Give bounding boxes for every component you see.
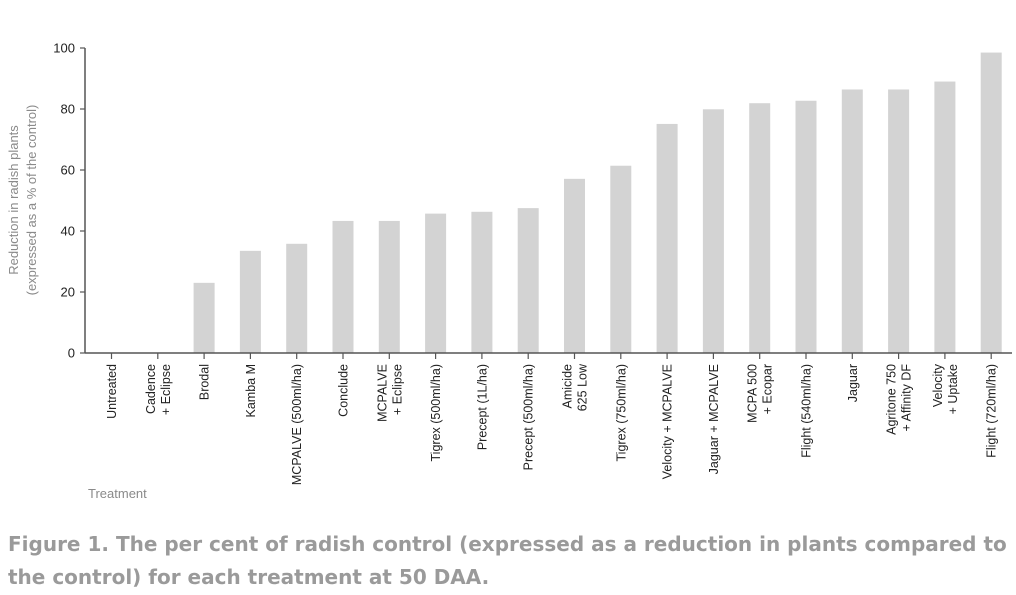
bar-20 [980, 52, 1002, 353]
y-tick-label-0: 0 [68, 346, 75, 361]
bar-12 [610, 165, 632, 353]
bar-18 [888, 89, 910, 353]
category-label-15-line-2: + Ecopar [761, 364, 775, 414]
y-tick-label-100: 100 [53, 41, 75, 56]
category-label-3: Brodal [198, 364, 212, 400]
y-axis-ticks: 0 20 40 60 80 100 [53, 41, 85, 361]
bar-15 [749, 103, 771, 353]
category-label-15-line-1: MCPA 500 [746, 364, 760, 423]
category-label-14: Jaguar + MCPALVE [707, 364, 721, 474]
bar-6 [332, 220, 354, 353]
category-label-17: Jaguar [846, 364, 860, 402]
bar-13 [656, 123, 678, 353]
bar-11 [564, 178, 585, 353]
bar-9 [471, 211, 493, 353]
y-axis-title-line-2: (expressed as a % of the control) [24, 105, 39, 296]
bar-8 [425, 213, 447, 353]
category-label-1: Untreated [105, 364, 119, 419]
y-axis-title: Reduction in radish plants (expressed as … [6, 105, 39, 296]
category-label-19-line-2: + Uptake [946, 364, 960, 414]
category-label-11-line-1: Amicide [561, 364, 575, 409]
category-label-7-line-2: + Eclipse [390, 364, 404, 415]
category-label-6: Conclude [337, 364, 351, 417]
y-tick-label-80: 80 [61, 102, 75, 117]
category-label-19-line-1: Velocity [931, 363, 945, 407]
category-label-20: Flight (720ml/ha) [985, 364, 999, 458]
axes [84, 48, 1012, 359]
bar-17 [841, 89, 863, 353]
category-labels: Untreated Cadence + Eclipse Brodal Kamba M MC… [105, 363, 999, 485]
category-label-18-line-1: Agritone 750 [885, 364, 899, 435]
bar-14 [702, 109, 724, 354]
category-label-13: Velocity + MCPALVE [661, 364, 675, 479]
bar-7 [378, 220, 400, 353]
category-label-18-line-2: + Affinity DF [900, 364, 914, 432]
category-label-2-line-1: Cadence [144, 364, 158, 414]
bar-4 [239, 250, 261, 353]
category-label-9: Precept (1L/ha) [475, 364, 489, 450]
bar-5 [286, 243, 308, 353]
category-label-8: Tigrex (500ml/ha) [429, 364, 443, 462]
category-label-12: Tigrex (750ml/ha) [614, 364, 628, 462]
category-label-7-line-1: MCPALVE [375, 364, 389, 422]
y-axis-title-line-1: Reduction in radish plants [6, 125, 21, 275]
figure-caption: Figure 1. The per cent of radish control… [8, 532, 1007, 589]
category-label-4: Kamba M [244, 364, 258, 418]
category-label-11-line-2: 625 Low [576, 363, 590, 411]
x-axis-title: Treatment [88, 486, 147, 501]
category-label-10: Precept (500ml/ha) [522, 364, 536, 470]
y-tick-label-20: 20 [61, 285, 75, 300]
category-label-5: MCPALVE (500ml/ha) [290, 364, 304, 485]
y-tick-label-40: 40 [61, 224, 75, 239]
bars [193, 52, 1002, 354]
bar-3 [193, 282, 215, 353]
bar-10 [517, 208, 539, 353]
bar-16 [795, 100, 817, 353]
category-label-2-line-2: + Eclipse [159, 364, 173, 415]
bar-chart: Reduction in radish plants (expressed as … [6, 41, 1012, 501]
category-label-16: Flight (540ml/ha) [800, 364, 814, 458]
y-tick-label-60: 60 [61, 163, 75, 178]
bar-19 [934, 81, 956, 354]
